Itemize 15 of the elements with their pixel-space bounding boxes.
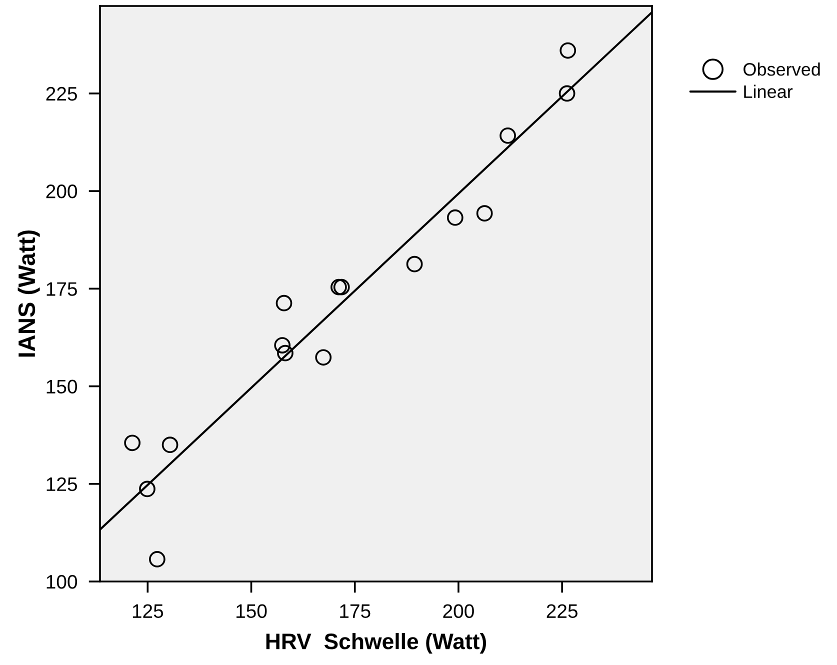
x-tick-label: 125 (132, 604, 164, 618)
y-tick-label: 200 (46, 184, 78, 198)
y-axis-title: IANS (Watt) (18, 230, 40, 357)
y-tick-label: 175 (46, 282, 77, 296)
legend-label: Observed (744, 62, 820, 76)
x-tick-label: 225 (546, 604, 578, 618)
x-tick-label: 150 (236, 604, 267, 618)
x-tick-label: 200 (443, 604, 474, 618)
y-tick-label: 100 (46, 574, 78, 589)
legend-label: Linear (744, 84, 793, 98)
x-tick-label: 175 (340, 604, 370, 618)
x-axis-title: HRV Schwelle (Watt) (266, 632, 486, 654)
y-tick-label: 150 (46, 380, 78, 394)
y-tick-label: 225 (46, 86, 77, 101)
y-tick-label: 125 (46, 477, 77, 492)
